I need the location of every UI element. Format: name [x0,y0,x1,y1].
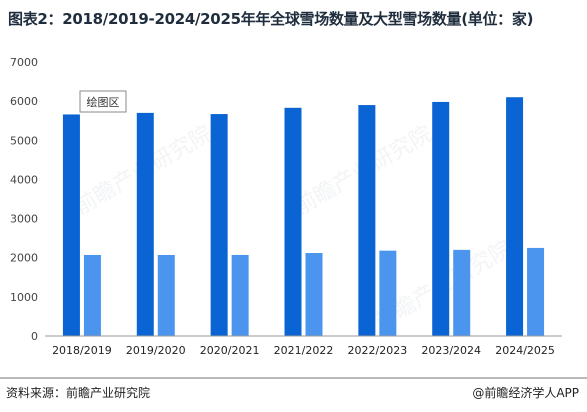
y-tick-label: 0 [31,330,38,343]
credit-note: @前瞻经济学人APP [472,386,579,400]
bar-series-2 [157,254,175,336]
x-tick-label: 2020/2021 [200,344,260,357]
bar-series-1 [358,105,376,336]
bar-series-2 [453,249,471,336]
bars [62,97,545,336]
bar-series-1 [62,114,80,336]
plot-area-label-box [79,90,127,113]
bar-series-1 [432,101,450,336]
plot-area-label: 绘图区 [87,95,120,109]
y-tick-label: 4000 [10,173,38,186]
y-tick-label: 3000 [10,213,38,226]
bar-series-2 [379,250,397,336]
bar-series-2 [231,254,249,336]
chart-title: 图表2：2018/2019-2024/2025年年全球雪场数量及大型雪场数量(单… [8,10,534,28]
bar-series-1 [136,112,154,336]
x-tick-label: 2019/2020 [126,344,186,357]
x-tick-label: 2018/2019 [52,344,112,357]
y-tick-label: 7000 [10,56,38,69]
x-axis: 2018/2019 2019/2020 2020/2021 2021/2022 2022… [52,344,555,357]
bar-series-1 [506,97,524,336]
y-tick-label: 5000 [10,134,38,147]
bar-series-1 [210,114,228,336]
bar-series-1 [284,107,302,336]
y-tick-label: 1000 [10,291,38,304]
x-tick-label: 2022/2023 [348,344,408,357]
bar-series-2 [83,254,101,336]
footer-divider [0,377,587,379]
y-axis: 0 1000 2000 3000 4000 5000 6000 7000 [10,56,38,343]
bar-chart: 前瞻产业研究院 前瞻产业研究院 前瞻产业研究院 绘图区 010002000300… [10,56,562,357]
bar-series-2 [305,253,323,336]
x-tick-label: 2021/2022 [274,344,334,357]
x-tick-label: 2023/2024 [421,344,481,357]
source-note: 资料来源：前瞻产业研究院 [6,386,151,400]
y-tick-label: 2000 [10,252,38,265]
y-tick-label: 6000 [10,95,38,108]
bar-series-2 [527,247,545,336]
x-tick-label: 2024/2025 [495,344,555,357]
